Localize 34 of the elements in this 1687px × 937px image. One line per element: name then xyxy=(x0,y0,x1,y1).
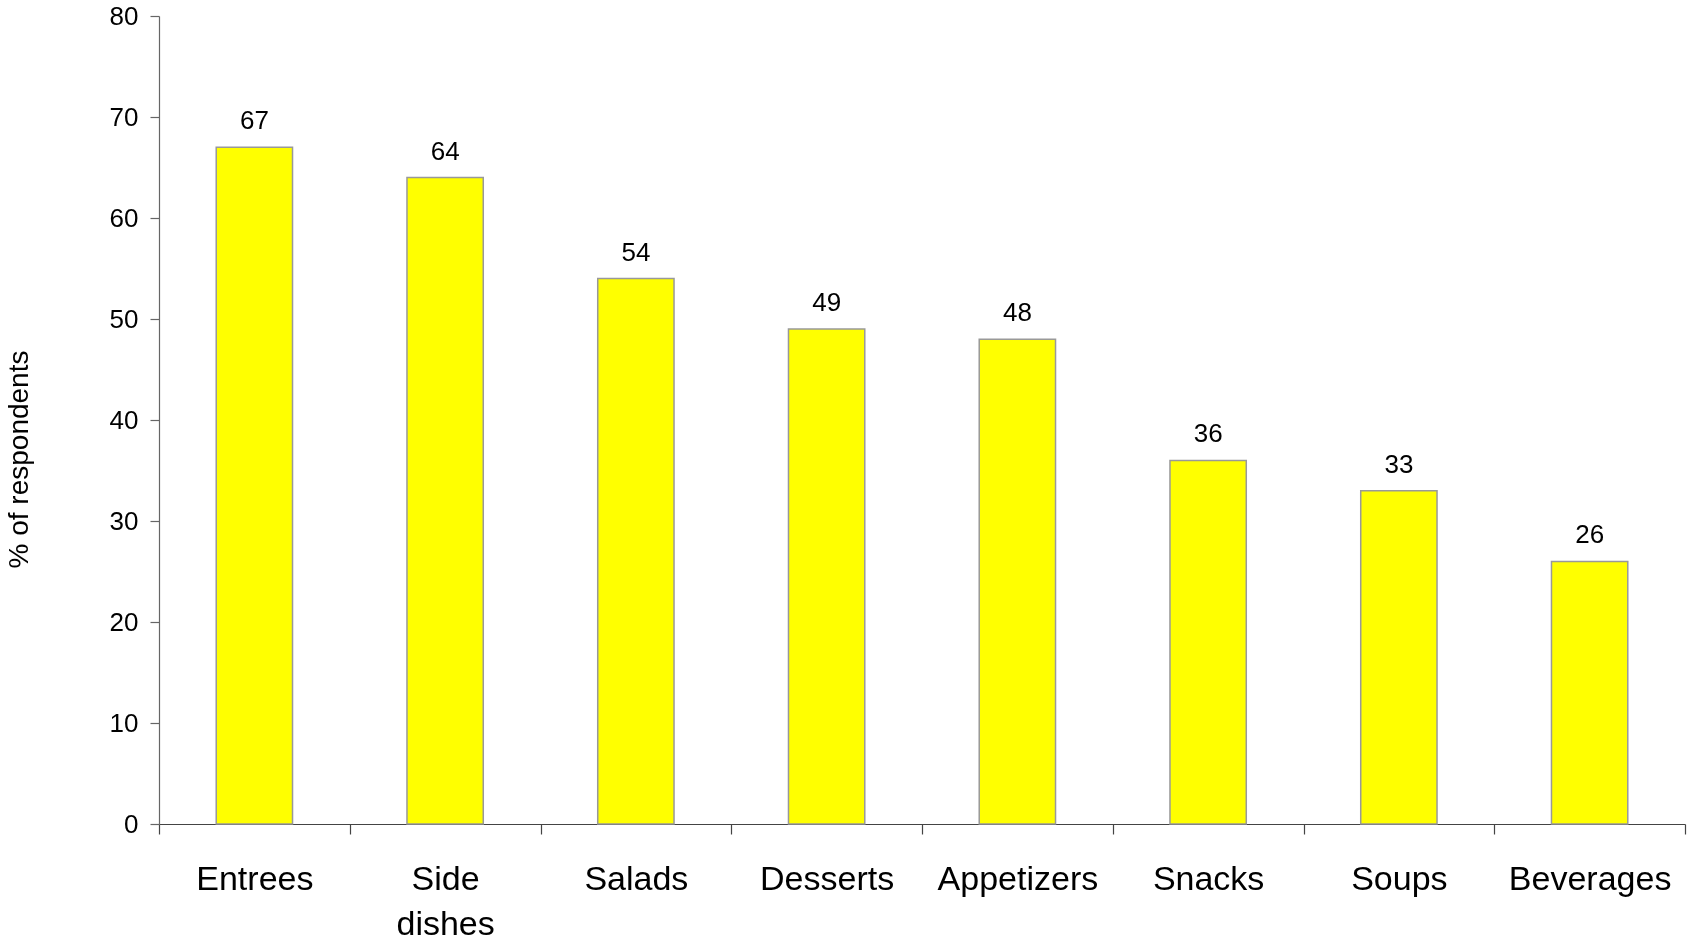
data-label: 33 xyxy=(1384,448,1414,479)
bar xyxy=(787,328,866,825)
bar xyxy=(978,338,1057,825)
x-tick-label: Side dishes xyxy=(396,858,495,937)
y-tick-label: 30 xyxy=(109,505,139,536)
x-tick-label: Entrees xyxy=(196,858,314,897)
bar xyxy=(1169,459,1248,825)
y-tick-label: 70 xyxy=(109,101,139,132)
y-tick-label: 0 xyxy=(124,808,139,839)
data-label: 48 xyxy=(1002,297,1032,328)
y-tick-label: 80 xyxy=(109,0,139,31)
x-tick-label: Soups xyxy=(1351,858,1448,897)
x-tick-label: Salads xyxy=(584,858,689,897)
data-label: 26 xyxy=(1575,519,1605,550)
data-label: 64 xyxy=(430,135,460,166)
y-tick-label: 10 xyxy=(109,707,139,738)
x-tick-label: Appetizers xyxy=(937,858,1099,897)
x-tick-label: Beverages xyxy=(1508,858,1672,897)
bar xyxy=(406,176,485,825)
x-tick-label: Snacks xyxy=(1152,858,1265,897)
y-axis-title: % of respondents xyxy=(2,350,34,569)
x-tick-label: Desserts xyxy=(760,858,895,897)
data-label: 67 xyxy=(239,105,269,136)
bar xyxy=(1359,489,1438,825)
bar xyxy=(596,277,675,825)
y-tick-label: 60 xyxy=(109,202,139,233)
y-tick-label: 40 xyxy=(109,404,139,435)
bar xyxy=(1550,560,1629,825)
data-label: 36 xyxy=(1193,418,1223,449)
y-tick-label: 20 xyxy=(109,606,139,637)
data-label: 54 xyxy=(621,236,651,267)
y-tick-label: 50 xyxy=(109,303,139,334)
data-label: 49 xyxy=(812,287,842,318)
bar xyxy=(215,146,294,825)
